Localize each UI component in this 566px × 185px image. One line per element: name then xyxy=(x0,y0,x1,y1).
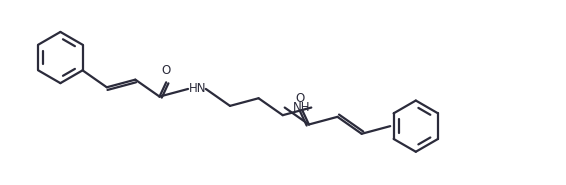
Text: O: O xyxy=(161,64,171,77)
Text: HN: HN xyxy=(189,83,207,95)
Text: O: O xyxy=(295,92,305,105)
Text: NH: NH xyxy=(293,101,310,114)
